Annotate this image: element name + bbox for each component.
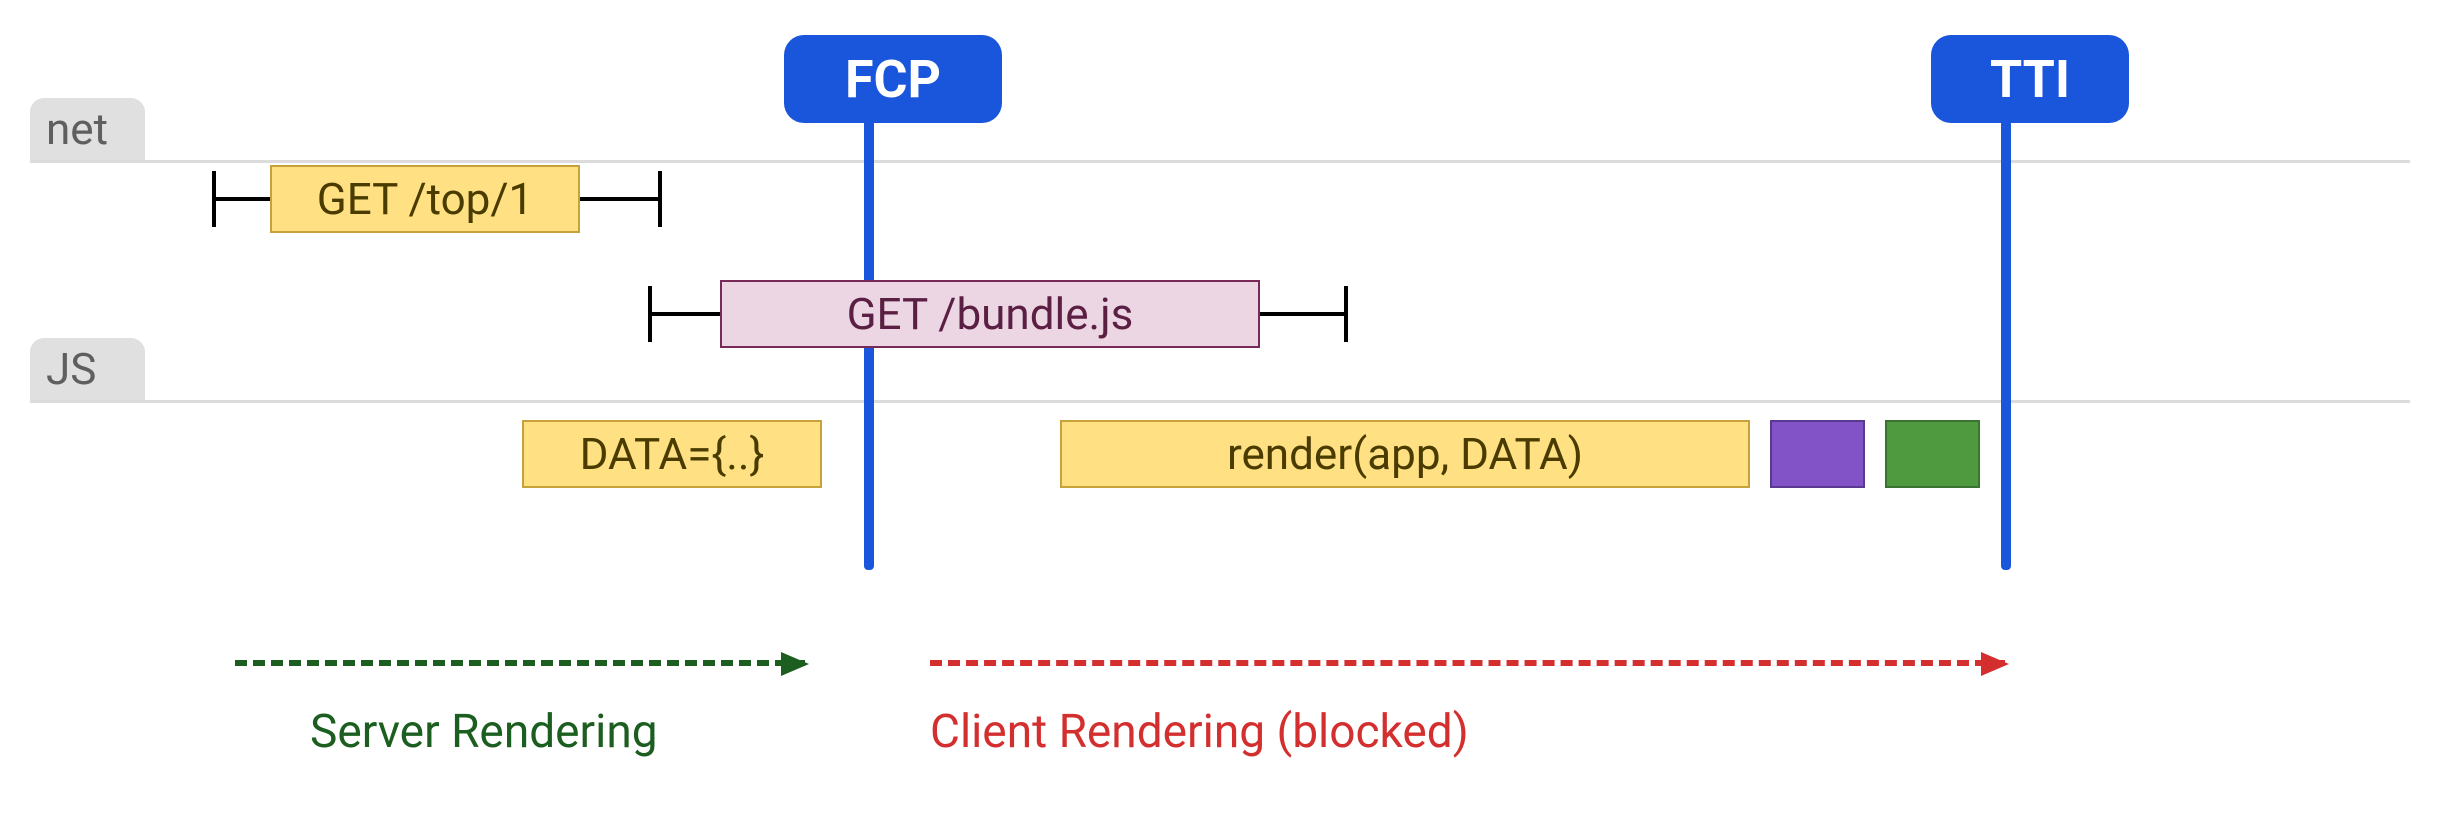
tti-label: TTI bbox=[1990, 49, 2070, 110]
render-label: render(app, DATA) bbox=[1227, 428, 1583, 480]
tti-flag: TTI bbox=[1931, 35, 2129, 123]
client-rendering-label: Client Rendering (blocked) bbox=[930, 705, 1469, 759]
html-request-box: GET /top/1 bbox=[270, 165, 580, 233]
net-track-tab: net bbox=[30, 98, 145, 160]
bundle-request-box: GET /bundle.js bbox=[720, 280, 1260, 348]
js-track-tab: JS bbox=[30, 338, 145, 400]
server-rendering-label: Server Rendering bbox=[310, 705, 658, 759]
fcp-label: FCP bbox=[845, 49, 941, 110]
bundle-request-label: GET /bundle.js bbox=[847, 288, 1134, 340]
timeline-diagram: net JS FCP TTI GET /top/1 GET /bundle.js… bbox=[0, 0, 2440, 824]
net-track-label: net bbox=[46, 103, 108, 155]
purple-task-box bbox=[1770, 420, 1865, 488]
fcp-flag: FCP bbox=[784, 35, 1002, 123]
data-box: DATA={..} bbox=[522, 420, 822, 488]
data-label: DATA={..} bbox=[580, 428, 765, 480]
js-track-line bbox=[30, 400, 2410, 403]
html-request-label: GET /top/1 bbox=[317, 173, 534, 225]
js-track-label: JS bbox=[46, 343, 96, 395]
green-task-box bbox=[1885, 420, 1980, 488]
server-rendering-arrow bbox=[235, 660, 805, 666]
tti-line bbox=[2001, 120, 2011, 570]
render-box: render(app, DATA) bbox=[1060, 420, 1750, 488]
net-track-line bbox=[30, 160, 2410, 163]
client-rendering-arrow bbox=[930, 660, 2005, 666]
